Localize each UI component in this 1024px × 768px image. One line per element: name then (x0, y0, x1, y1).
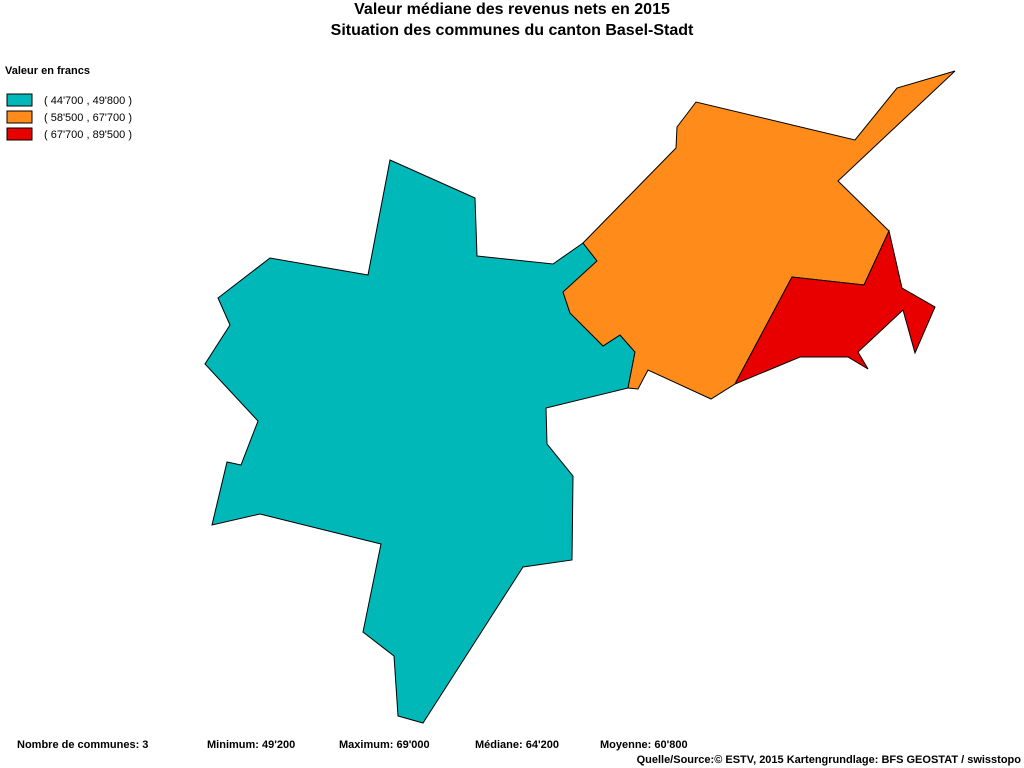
legend-label: ( 44'700 , 49'800 ) (44, 95, 132, 107)
legend: ( 44'700 , 49'800 ) ( 58'500 , 67'700 ) ( … (6, 93, 132, 141)
legend-title: Valeur en francs (5, 65, 90, 77)
legend-swatch (6, 110, 33, 124)
stat: Nombre de communes: 3 (17, 739, 148, 751)
legend-swatch (6, 127, 33, 141)
legend-swatch (6, 93, 33, 107)
stat: Moyenne: 60'800 (600, 739, 688, 751)
source: Quelle/Source:© ESTV, 2015 Kartengrundla… (637, 754, 1022, 766)
stat: Maximum: 69'000 (339, 739, 430, 751)
stat: Médiane: 64'200 (475, 739, 559, 751)
title: Valeur médiane des revenus nets en 2015 (354, 1, 670, 18)
subtitle: Situation des communes du canton Basel-S… (331, 22, 694, 39)
footer-stats: Nombre de communes: 3 Minimum: 49'200 Maxi… (17, 739, 688, 751)
region (733, 229, 936, 385)
region (204, 159, 636, 724)
legend-label: ( 67'700 , 89'500 ) (44, 129, 132, 141)
legend-label: ( 58'500 , 67'700 ) (44, 112, 132, 124)
stat: Minimum: 49'200 (207, 739, 295, 751)
